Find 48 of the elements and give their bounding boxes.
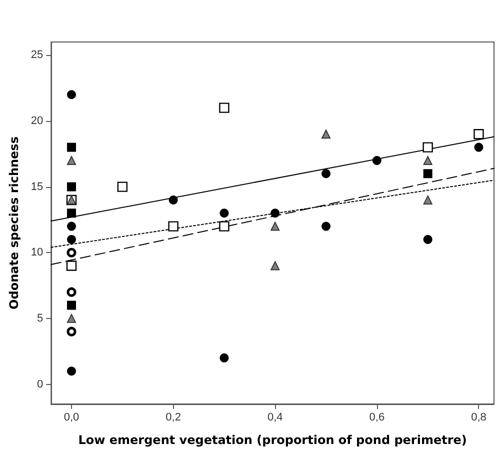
y-tick-label: 5 (37, 312, 44, 324)
x-tick-label: 0,4 (267, 412, 283, 424)
point (66, 287, 76, 297)
point (422, 142, 433, 152)
point (322, 169, 331, 178)
point (423, 234, 432, 244)
point (219, 221, 230, 232)
point (220, 208, 229, 218)
point (474, 129, 484, 140)
point (66, 182, 76, 192)
point (66, 248, 76, 258)
y-tick-label: 10 (30, 246, 44, 259)
point (66, 156, 76, 165)
y-tick-label: 20 (30, 114, 44, 127)
x-tick-label: 0,0 (64, 412, 80, 424)
y-axis-title: Odonate species richness (7, 136, 21, 310)
point (168, 195, 178, 204)
point (66, 314, 76, 323)
y-tick-label: 25 (30, 49, 44, 62)
point (67, 90, 76, 100)
x-axis-title: Low emergent vegetation (proportion of pond perimetre) (78, 433, 467, 447)
point (423, 195, 432, 204)
point (67, 222, 76, 231)
point (219, 102, 230, 113)
point (372, 156, 382, 165)
y-tick-label: 0 (37, 378, 44, 390)
point (322, 130, 331, 139)
point (66, 208, 76, 218)
point (270, 208, 280, 218)
point (423, 156, 432, 165)
x-tick-label: 0,6 (369, 412, 385, 424)
point (322, 222, 331, 231)
point (270, 261, 280, 270)
point (168, 221, 178, 232)
point (270, 222, 280, 231)
point (66, 260, 77, 271)
point (66, 300, 76, 310)
point (66, 326, 76, 336)
point (67, 366, 76, 376)
point (117, 182, 128, 192)
x-tick-label: 0,8 (471, 412, 486, 424)
x-tick-label: 0,2 (166, 412, 181, 424)
point (66, 142, 76, 152)
point (474, 142, 484, 152)
point (423, 169, 432, 178)
point (220, 353, 229, 362)
y-tick-label: 15 (30, 180, 44, 193)
point (67, 234, 76, 244)
